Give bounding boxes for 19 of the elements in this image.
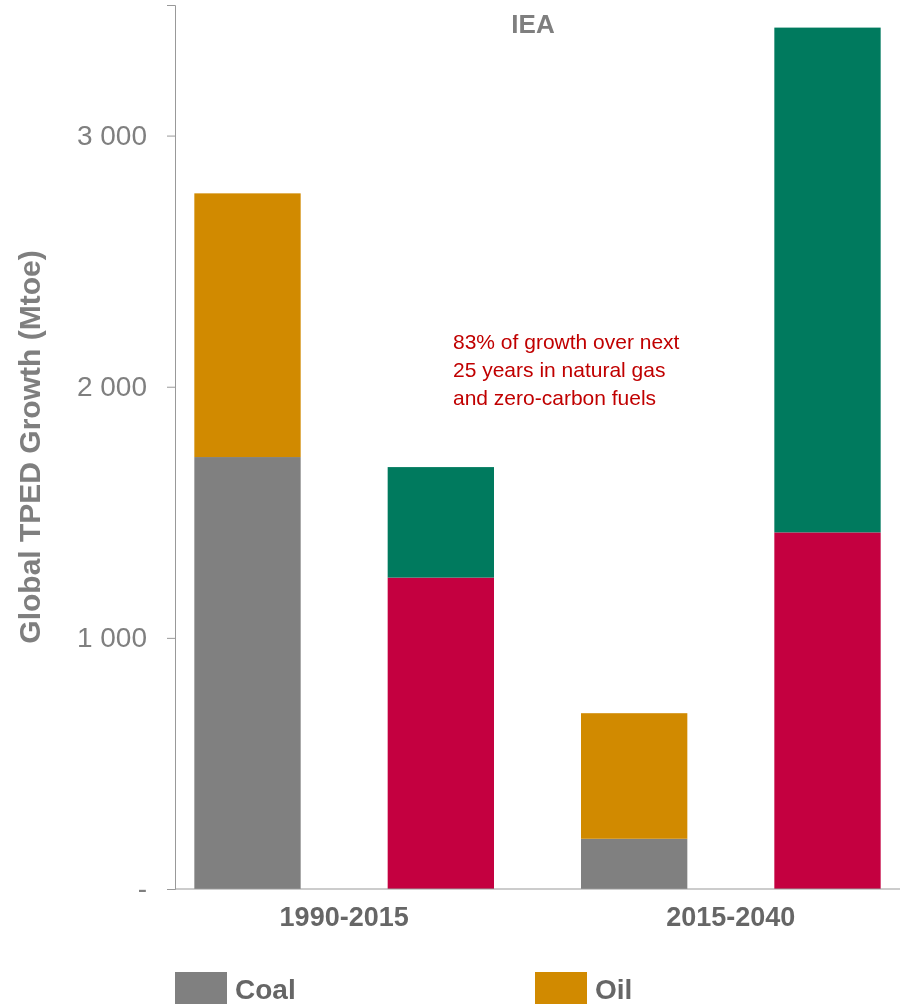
- y-tick-label: 1 000: [76, 622, 147, 654]
- x-tick-label: 1990-2015: [279, 902, 409, 933]
- y-axis-title: Global TPED Growth (Mtoe): [13, 250, 46, 644]
- bar: [194, 193, 301, 458]
- bar: [774, 27, 881, 533]
- chart-title: IEA: [511, 9, 555, 39]
- x-tick-label: 2015-2040: [666, 902, 796, 933]
- bar: [387, 467, 494, 578]
- legend-label: Coal: [235, 974, 296, 1004]
- bar: [581, 713, 688, 839]
- y-tick-label: -: [137, 873, 147, 905]
- annotation: 83% of growth over next 25 years in natural gas and zero-carbon fuels: [453, 330, 680, 409]
- bar: [581, 838, 688, 889]
- legend-label: Oil: [595, 974, 633, 1004]
- bar: [194, 457, 301, 889]
- bar: [387, 577, 494, 889]
- y-tick-label: 3 000: [76, 120, 147, 152]
- bar: [774, 532, 881, 889]
- y-tick-label: 2 000: [76, 371, 147, 403]
